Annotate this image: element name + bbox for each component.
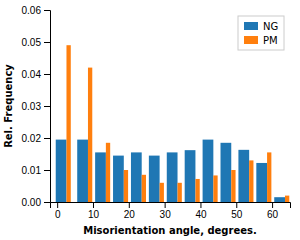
y-tick: 0.02 (22, 133, 50, 144)
bar (160, 183, 164, 202)
legend-item: PM (244, 35, 278, 46)
x-tick-mark (236, 202, 237, 208)
bar (256, 163, 267, 202)
y-tick: 0.01 (22, 165, 50, 176)
x-tick-mark (57, 202, 58, 208)
y-tick-mark (44, 74, 50, 75)
bar (77, 140, 88, 202)
bar (149, 156, 160, 202)
x-tick-mark (200, 202, 201, 208)
y-axis-title: Rel. Frequency (3, 64, 14, 148)
bar (267, 152, 271, 202)
legend-swatch (244, 22, 258, 30)
y-tick-label: 0.05 (22, 37, 42, 48)
x-axis-title: Misorientation angle, degrees. (83, 225, 257, 236)
y-tick-label: 0.04 (22, 69, 42, 80)
y-tick-mark (44, 202, 50, 203)
y-tick-label: 0.02 (22, 133, 42, 144)
y-tick-label: 0.06 (22, 5, 42, 16)
x-tick: 0 (55, 202, 61, 220)
bar (142, 175, 146, 202)
series-1 (66, 45, 289, 202)
bar (203, 140, 214, 202)
legend-box (238, 16, 284, 50)
x-tick: 30 (160, 202, 172, 220)
bar (124, 170, 128, 202)
bar (178, 183, 182, 202)
x-tick-label: 10 (88, 209, 100, 220)
x-tick-label: 40 (195, 209, 207, 220)
x-tick-mark (272, 202, 273, 208)
x-tick: 60 (267, 202, 279, 220)
y-axis-line (44, 11, 51, 203)
bar (113, 156, 124, 202)
plot: 01020304050600.000.010.020.030.040.050.0… (22, 5, 291, 220)
y-tick: 0.03 (22, 101, 50, 112)
bar (231, 170, 235, 202)
bar (56, 140, 67, 202)
y-tick-mark (44, 10, 50, 11)
y-tick-mark (44, 106, 50, 107)
x-tick-mark (93, 202, 94, 208)
x-tick-label: 20 (124, 209, 136, 220)
bar (221, 143, 232, 202)
bar (66, 45, 70, 202)
legend-label: PM (263, 35, 278, 46)
x-tick-label: 30 (160, 209, 172, 220)
x-axis-line (51, 203, 291, 209)
bar (167, 152, 178, 202)
legend-label: NG (263, 21, 278, 32)
bar (195, 179, 199, 202)
y-tick-label: 0.03 (22, 101, 42, 112)
bars (56, 45, 290, 202)
y-tick-label: 0.01 (22, 165, 42, 176)
bar (106, 143, 110, 202)
bar (88, 68, 92, 202)
bar (274, 197, 285, 202)
legend-item: NG (244, 21, 278, 32)
x-axis: 0 10 20 30 40 50 60 (51, 202, 291, 220)
y-tick-label: 0.00 (22, 197, 42, 208)
x-tick-label: 50 (231, 209, 243, 220)
y-tick-mark (44, 170, 50, 171)
x-tick-label: 60 (267, 209, 279, 220)
x-tick-mark (165, 202, 166, 208)
x-tick-label: 0 (55, 209, 61, 220)
x-tick: 50 (231, 202, 243, 220)
y-tick: 0.05 (22, 37, 50, 48)
x-tick-mark (129, 202, 130, 208)
chart: 01020304050600.000.010.020.030.040.050.0… (0, 0, 300, 240)
bar (131, 152, 142, 202)
y-axis: 0.00 0.01 0.02 0.03 0.04 0.05 0.06 (22, 5, 51, 208)
x-tick: 10 (88, 202, 100, 220)
y-tick-mark (44, 42, 50, 43)
bar (213, 175, 217, 202)
x-tick: 20 (124, 202, 136, 220)
x-tick: 40 (195, 202, 207, 220)
bar (185, 150, 196, 202)
legend-swatch (244, 36, 258, 44)
legend: NG PM (238, 16, 284, 50)
y-tick: 0.06 (22, 5, 50, 16)
bar (249, 160, 253, 202)
y-tick: 0.00 (22, 197, 50, 208)
bar (285, 196, 289, 202)
y-tick-mark (44, 138, 50, 139)
y-tick: 0.04 (22, 69, 50, 80)
bar (95, 152, 106, 202)
bar (238, 150, 249, 202)
